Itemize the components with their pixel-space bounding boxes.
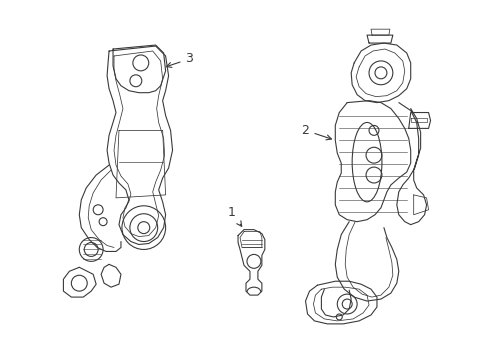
Text: 1: 1 — [228, 206, 241, 226]
Text: 2: 2 — [301, 124, 331, 140]
Text: 3: 3 — [166, 53, 193, 67]
